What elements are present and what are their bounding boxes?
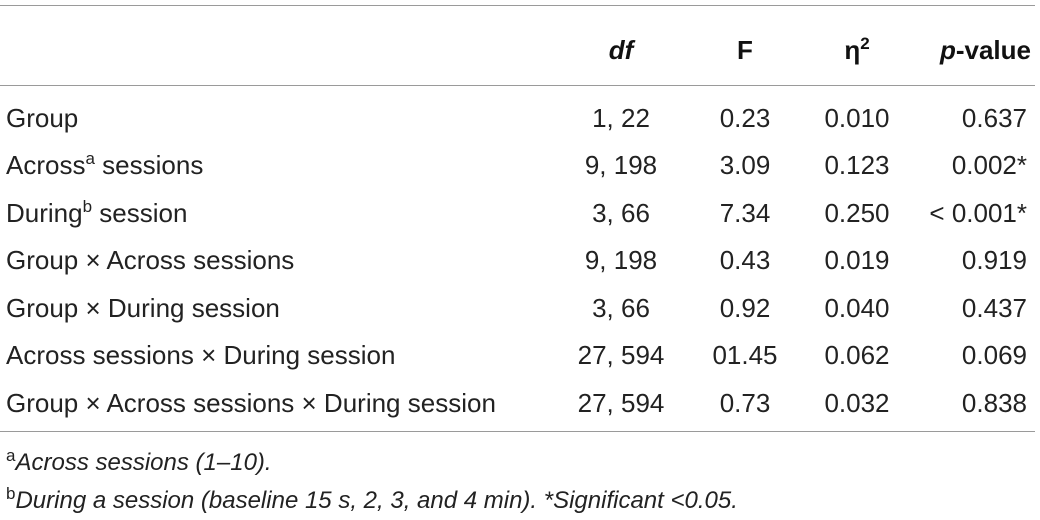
footnote-text: Across sessions (1–10). bbox=[15, 449, 272, 476]
row-label-footnote-mark: b bbox=[82, 196, 93, 216]
footnote-mark: a bbox=[6, 446, 16, 465]
table-bottom-rule bbox=[0, 431, 1035, 432]
row-label: Across sessions × During session bbox=[0, 332, 555, 380]
footnote: bDuring a session (baseline 15 s, 2, 3, … bbox=[6, 482, 738, 520]
row-label-main: During bbox=[6, 197, 83, 228]
table-header-rule bbox=[0, 85, 1035, 86]
table-row: Acrossa sessions 9, 198 3.09 0.123 0.002* bbox=[0, 142, 1035, 190]
cell-p-value: 0.838 bbox=[961, 387, 1027, 418]
row-label: Duringb session bbox=[0, 190, 555, 238]
cell-p-value: 0.637 bbox=[961, 102, 1027, 133]
cell-df: 1, 22 bbox=[592, 102, 650, 133]
row-label-footnote-mark: a bbox=[85, 149, 95, 169]
row-label-main: Group bbox=[6, 102, 79, 133]
row-label: Group × Across sessions bbox=[0, 237, 555, 285]
cell-p-value: 0.069 bbox=[961, 340, 1027, 371]
cell-f: 0.92 bbox=[719, 292, 771, 323]
cell-f: 3.09 bbox=[719, 150, 771, 181]
row-label-main: Group × During session bbox=[6, 292, 280, 323]
cell-eta-squared: 0.032 bbox=[824, 387, 890, 418]
cell-df: 9, 198 bbox=[584, 150, 658, 181]
header-p-value: p-value bbox=[911, 0, 1035, 86]
cell-eta-squared: 0.062 bbox=[824, 340, 890, 371]
cell-f: 7.34 bbox=[719, 197, 771, 228]
row-label-main: Across bbox=[6, 150, 86, 181]
row-label: Group bbox=[0, 86, 555, 142]
table-row: Duringb session 3, 66 7.34 0.250 < 0.001* bbox=[0, 190, 1035, 238]
header-f: F bbox=[737, 34, 753, 65]
row-label-rest: session bbox=[92, 197, 188, 228]
table-footnotes: aAcross sessions (1–10). bDuring a sessio… bbox=[6, 444, 738, 520]
table-row: Group × Across sessions × During session… bbox=[0, 380, 1035, 428]
footnote-text: During a session (baseline 15 s, 2, 3, a… bbox=[15, 487, 738, 514]
footnote: aAcross sessions (1–10). bbox=[6, 444, 738, 482]
cell-df: 3, 66 bbox=[592, 197, 650, 228]
cell-eta-squared: 0.123 bbox=[824, 150, 890, 181]
header-label bbox=[0, 0, 555, 86]
table-row: Group × Across sessions 9, 198 0.43 0.019 0.… bbox=[0, 237, 1035, 285]
cell-df: 3, 66 bbox=[592, 292, 650, 323]
table-header-row: df F η2 p-value bbox=[0, 0, 1035, 86]
header-p-italic: p bbox=[939, 34, 956, 65]
cell-df: 9, 198 bbox=[584, 245, 658, 276]
cell-eta-squared: 0.040 bbox=[824, 292, 890, 323]
header-df: df bbox=[608, 34, 634, 65]
table-row: Group × During session 3, 66 0.92 0.040 0.43… bbox=[0, 285, 1035, 333]
cell-p-value: 0.437 bbox=[961, 292, 1027, 323]
cell-p-value: 0.002* bbox=[951, 150, 1027, 181]
table-row: Group 1, 22 0.23 0.010 0.637 bbox=[0, 86, 1035, 142]
cell-p-value: 0.919 bbox=[961, 245, 1027, 276]
row-label-main: Group × Across sessions bbox=[6, 245, 295, 276]
cell-eta-squared: 0.019 bbox=[824, 245, 890, 276]
cell-f: 01.45 bbox=[712, 340, 778, 371]
header-p-rest: -value bbox=[955, 34, 1031, 65]
cell-eta-squared: 0.010 bbox=[824, 102, 890, 133]
header-eta-base: η bbox=[844, 34, 861, 65]
table-row: Across sessions × During session 27, 594 0… bbox=[0, 332, 1035, 380]
row-label-main: Group × Across sessions × During session bbox=[6, 387, 496, 418]
row-label-main: Across sessions × During session bbox=[6, 340, 396, 371]
row-label-rest: sessions bbox=[94, 150, 204, 181]
cell-df: 27, 594 bbox=[577, 340, 665, 371]
header-eta-squared: η2 bbox=[803, 0, 911, 86]
row-label: Group × During session bbox=[0, 285, 555, 333]
row-label: Group × Across sessions × During session bbox=[0, 380, 555, 428]
cell-df: 27, 594 bbox=[577, 387, 665, 418]
table-top-rule bbox=[0, 5, 1035, 6]
anova-table: df F η2 p-value Group 1, 22 0.23 0.010 0.637… bbox=[0, 0, 1035, 427]
cell-f: 0.73 bbox=[719, 387, 771, 418]
table-body: Group 1, 22 0.23 0.010 0.637 Acrossa sessions… bbox=[0, 86, 1035, 427]
cell-f: 0.23 bbox=[719, 102, 771, 133]
cell-p-value: < 0.001* bbox=[929, 197, 1027, 228]
row-label: Acrossa sessions bbox=[0, 142, 555, 190]
cell-f: 0.43 bbox=[719, 245, 771, 276]
cell-eta-squared: 0.250 bbox=[824, 197, 890, 228]
header-eta-sup: 2 bbox=[860, 33, 870, 53]
footnote-mark: b bbox=[6, 484, 16, 503]
